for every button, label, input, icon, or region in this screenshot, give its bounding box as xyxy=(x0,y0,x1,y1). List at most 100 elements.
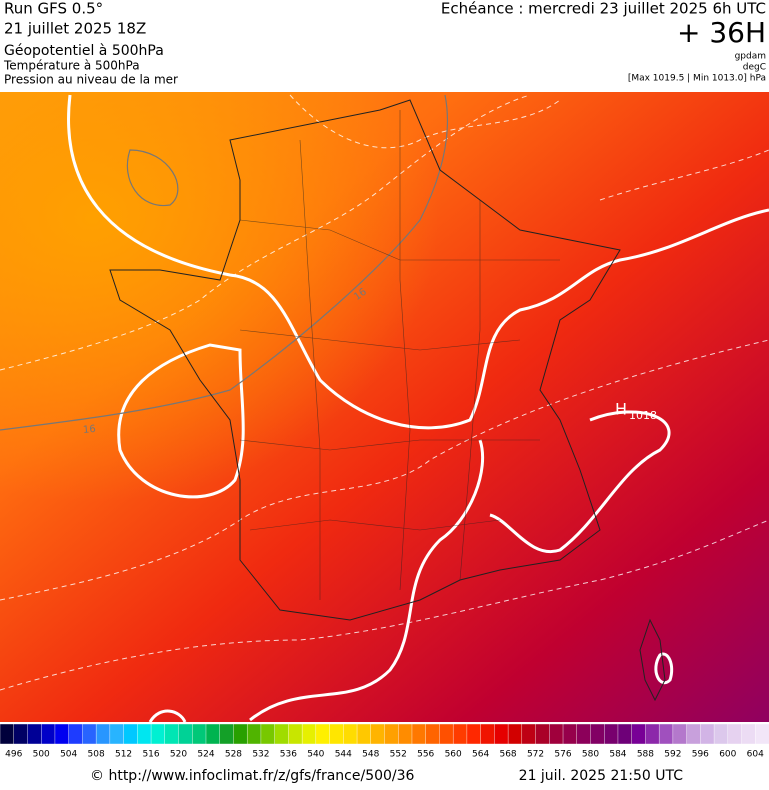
colorbar-cell xyxy=(686,723,701,745)
isotherms xyxy=(0,94,769,691)
unit: gpdam xyxy=(735,52,766,62)
colorbar-cell xyxy=(727,723,743,745)
colorbar-cell xyxy=(741,723,756,745)
colorbar-cell xyxy=(672,723,688,745)
pressure-range: [Max 1019.5 | Min 1013.0] hPa xyxy=(628,74,766,84)
lead-time: + 36H xyxy=(677,16,766,49)
isobars xyxy=(67,94,769,723)
field3: Pression au niveau de la mer xyxy=(4,73,178,87)
colorbar-tick-label: 556 xyxy=(417,750,434,760)
colorbar-cell xyxy=(82,723,97,745)
colorbar-cell xyxy=(164,723,180,745)
colorbar-cell xyxy=(507,723,523,745)
colorbar-tick-label: 588 xyxy=(637,750,654,760)
colorbar-tick-label: 536 xyxy=(280,750,297,760)
colorbar: 496 500 504 508 512 516 520 524 528 532 536 540 544 5… xyxy=(0,723,769,760)
colorbar-cell xyxy=(645,723,660,745)
colorbar-cell xyxy=(631,723,646,745)
colorbar-cell xyxy=(452,723,468,745)
colorbar-cell xyxy=(576,723,591,745)
colorbar-cell xyxy=(260,723,276,745)
colorbar-cell xyxy=(398,723,413,745)
colorbar-cell xyxy=(54,723,70,745)
field2: Température à 500hPa xyxy=(3,59,140,73)
departments xyxy=(239,110,560,600)
high-symbol: H xyxy=(615,400,627,419)
high-value: 1018 xyxy=(629,409,657,422)
colorbar-cell xyxy=(604,723,619,745)
colorbar-cell xyxy=(137,723,152,745)
colorbar-tick-label: 508 xyxy=(88,750,105,760)
contour-label: 16 xyxy=(83,424,97,436)
colorbar-tick-label: 544 xyxy=(335,750,352,760)
colorbar-cell xyxy=(658,723,674,745)
field: Géopotentiel à 500hPa xyxy=(4,43,164,59)
colorbar-cell xyxy=(411,723,427,745)
colorbar-cell xyxy=(713,723,729,745)
colorbar-cell xyxy=(40,723,56,745)
colorbar-cell xyxy=(150,723,166,745)
colorbar-cell xyxy=(233,723,248,745)
colorbar-cell xyxy=(425,723,440,745)
colorbar-tick-label: 576 xyxy=(554,750,571,760)
colorbar-cell xyxy=(466,723,482,745)
colorbar-cell xyxy=(109,723,125,745)
valid-time: Echéance : mercredi 23 juillet 2025 6h U… xyxy=(441,0,766,18)
colorbar-tick-label: 604 xyxy=(747,750,764,760)
colorbar-tick-label: 596 xyxy=(692,750,709,760)
colorbar-cell xyxy=(274,723,289,745)
colorbar-tick-label: 572 xyxy=(527,750,544,760)
colorbar-tick-label: 528 xyxy=(225,750,242,760)
colorbar-cell xyxy=(617,723,633,745)
colorbar-cell xyxy=(192,723,207,745)
colorbar-tick-label: 520 xyxy=(170,750,187,760)
colorbar-cell xyxy=(288,723,303,745)
colorbar-cell xyxy=(480,723,495,745)
colorbar-tick-label: 540 xyxy=(307,750,324,760)
colorbar-cell xyxy=(590,723,605,745)
colorbar-cell xyxy=(700,723,715,745)
colorbar-cell xyxy=(13,723,28,745)
colorbar-tick-label: 568 xyxy=(499,750,516,760)
colorbar-tick-label: 532 xyxy=(252,750,269,760)
colorbar-cell xyxy=(494,723,509,745)
colorbar-tick-label: 496 xyxy=(5,750,22,760)
colorbar-cell xyxy=(68,723,83,745)
colorbar-cell xyxy=(301,723,317,745)
colorbar-cell xyxy=(205,723,221,745)
colorbar-tick-label: 600 xyxy=(719,750,736,760)
corsica xyxy=(639,618,666,702)
colorbar-cell xyxy=(219,723,234,745)
colorbar-tick-label: 552 xyxy=(390,750,407,760)
colorbar-tick-label: 524 xyxy=(197,750,214,760)
colorbar-cell xyxy=(562,723,578,745)
colorbar-cell xyxy=(95,723,111,745)
colorbar-tick-label: 564 xyxy=(472,750,489,760)
colorbar-cell xyxy=(384,723,399,745)
colorbar-tick-label: 584 xyxy=(609,750,626,760)
map: 16 16 H 1018 xyxy=(0,92,769,723)
run: Run GFS 0.5° xyxy=(4,0,103,18)
map-field xyxy=(0,92,769,722)
colorbar-tick-label: 548 xyxy=(362,750,379,760)
colorbar-tick-label: 592 xyxy=(664,750,681,760)
colorbar-cell xyxy=(0,723,15,745)
colorbar-cell xyxy=(27,723,42,745)
colorbar-cell xyxy=(315,723,331,745)
colorbar-cell xyxy=(521,723,537,745)
colorbar-tick-label: 580 xyxy=(582,750,599,760)
colorbar-tick-label: 516 xyxy=(142,750,159,760)
timestamp: 21 juil. 2025 21:50 UTC xyxy=(519,768,684,784)
colorbar-tick-label: 560 xyxy=(445,750,462,760)
colorbar-cell xyxy=(329,723,344,745)
colorbar-cell xyxy=(755,723,769,745)
colorbar-cell xyxy=(178,723,193,745)
colorbar-cell xyxy=(246,723,262,745)
colorbar-cell xyxy=(356,723,372,745)
source-url: © http://www.infoclimat.fr/z/gfs/france/… xyxy=(90,768,415,784)
colorbar-cell xyxy=(549,723,564,745)
run-date: 21 juillet 2025 18Z xyxy=(4,20,146,38)
colorbar-cell xyxy=(439,723,454,745)
